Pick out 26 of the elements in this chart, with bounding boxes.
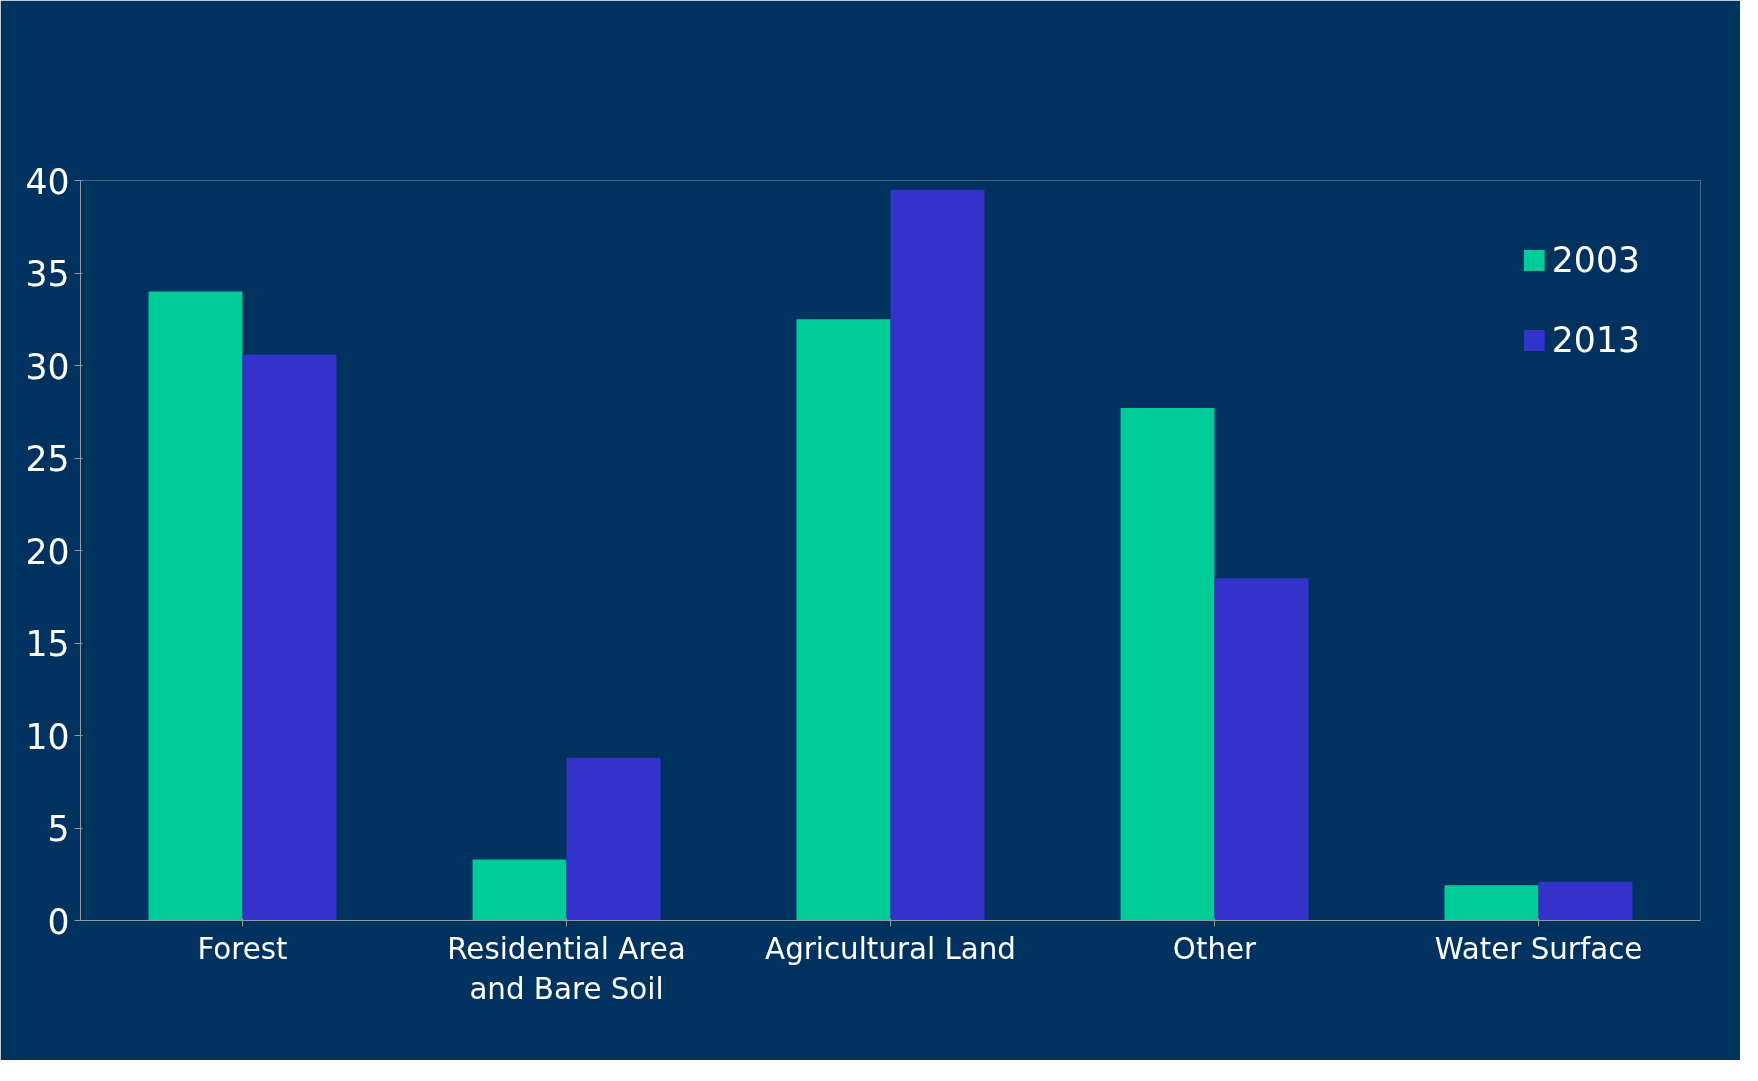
x-tick-label: Water Surface bbox=[1434, 931, 1643, 966]
bar bbox=[1538, 881, 1633, 921]
y-tick-label: 10 bbox=[25, 716, 70, 757]
y-tick-label: 20 bbox=[25, 531, 70, 572]
x-tick-label: Forest bbox=[197, 931, 288, 966]
x-tick-label: Other bbox=[1172, 931, 1258, 966]
legend-label: 2013 bbox=[1551, 320, 1640, 360]
y-tick-label: 40 bbox=[25, 161, 70, 202]
bar bbox=[242, 354, 337, 921]
y-tick-label: 25 bbox=[25, 439, 70, 479]
bar bbox=[890, 189, 985, 921]
bar bbox=[1444, 885, 1539, 921]
bar bbox=[566, 757, 661, 921]
y-tick-label: 5 bbox=[47, 809, 70, 849]
bar bbox=[1120, 408, 1215, 921]
bar bbox=[148, 291, 243, 921]
y-tick-label: 15 bbox=[25, 624, 70, 664]
y-tick-label: 0 bbox=[47, 901, 70, 942]
x-tick-label: Residential Area and Bare Soil bbox=[447, 931, 686, 1007]
legend-label: 2003 bbox=[1551, 240, 1640, 280]
y-tick-label: 30 bbox=[25, 346, 70, 387]
bar bbox=[472, 859, 567, 921]
y-tick-label: 35 bbox=[25, 254, 70, 294]
x-tick-label: Agricultural Land bbox=[765, 931, 1016, 966]
bar bbox=[796, 319, 891, 921]
bar bbox=[1214, 578, 1309, 921]
